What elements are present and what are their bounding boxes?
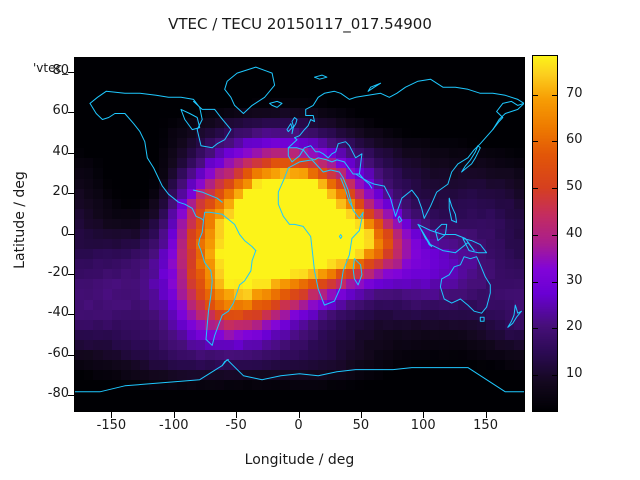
y-tick-label: -60	[47, 345, 69, 361]
x-axis-tick-labels: -150 -100 -50 0 50 100 150	[74, 418, 525, 438]
x-tick-mark	[111, 412, 113, 418]
x-tick-mark	[423, 412, 425, 418]
y-tick-mark	[68, 233, 74, 235]
colorbar-tick-label: 70	[566, 85, 583, 101]
colorbar-tick-label: 20	[566, 319, 583, 335]
x-tick-mark	[173, 412, 175, 418]
colorbar-tick-label: 40	[566, 225, 583, 241]
colorbar-tick-mark	[533, 281, 538, 283]
colorbar-tick-label: 50	[566, 179, 583, 195]
colorbar-tick-mark	[533, 234, 538, 236]
y-axis-title: Latitude / deg	[12, 171, 28, 269]
colorbar-tick-label: 10	[566, 365, 583, 381]
x-tick-label: 100	[410, 418, 436, 433]
clipped-series-label: 'vtec_	[33, 61, 69, 75]
x-tick-label: -150	[96, 418, 127, 433]
y-tick-mark	[68, 394, 74, 396]
colorbar-tick-mark	[552, 188, 557, 190]
colorbar-tick-label: 30	[566, 272, 583, 288]
x-tick-mark	[360, 412, 362, 418]
y-tick-label: 60	[52, 103, 69, 119]
page-title: VTEC / TECU 20150117_017.54900	[168, 15, 432, 33]
map-plot-area[interactable]	[74, 57, 525, 412]
colorbar-tick-mark	[533, 94, 538, 96]
colorbar-gradient	[533, 56, 557, 411]
coastline-overlay	[75, 66, 524, 393]
colorbar-tick-mark	[552, 94, 557, 96]
y-tick-mark	[68, 314, 74, 316]
colorbar-tick-mark	[552, 281, 557, 283]
colorbar-tick-mark	[533, 188, 538, 190]
y-tick-mark	[68, 354, 74, 356]
colorbar-tick-mark	[552, 328, 557, 330]
x-axis-title: Longitude / deg	[244, 452, 355, 468]
x-tick-mark	[298, 412, 300, 418]
colorbar-tick-mark	[533, 328, 538, 330]
y-tick-label: -40	[47, 305, 69, 321]
y-tick-label: 20	[52, 184, 69, 200]
x-tick-label: 0	[294, 418, 303, 433]
x-tick-label: 150	[473, 418, 498, 433]
y-tick-mark	[68, 273, 74, 275]
y-tick-mark	[68, 152, 74, 154]
x-tick-mark	[485, 412, 487, 418]
colorbar-tick-mark	[533, 374, 538, 376]
y-tick-mark	[68, 193, 74, 195]
y-tick-mark	[68, 72, 74, 74]
y-tick-label: 40	[52, 143, 69, 159]
y-tick-label: 80	[52, 63, 69, 79]
colorbar-tick-mark	[552, 234, 557, 236]
y-tick-label: 0	[60, 224, 69, 240]
colorbar-tick-mark	[552, 141, 557, 143]
colorbar-tick-mark	[533, 141, 538, 143]
colorbar[interactable]	[532, 55, 558, 412]
x-tick-mark	[236, 412, 238, 418]
x-tick-label: 50	[352, 418, 370, 433]
x-tick-label: -100	[159, 418, 189, 433]
x-tick-label: -50	[225, 418, 247, 433]
y-tick-mark	[68, 112, 74, 114]
y-axis-tick-labels: 80 60 40 20 0 -20 -40 -60 -80	[25, 0, 69, 480]
y-tick-label: -80	[47, 385, 69, 401]
y-tick-label: -20	[47, 264, 69, 280]
colorbar-tick-label: 60	[566, 132, 583, 148]
colorbar-tick-mark	[552, 374, 557, 376]
